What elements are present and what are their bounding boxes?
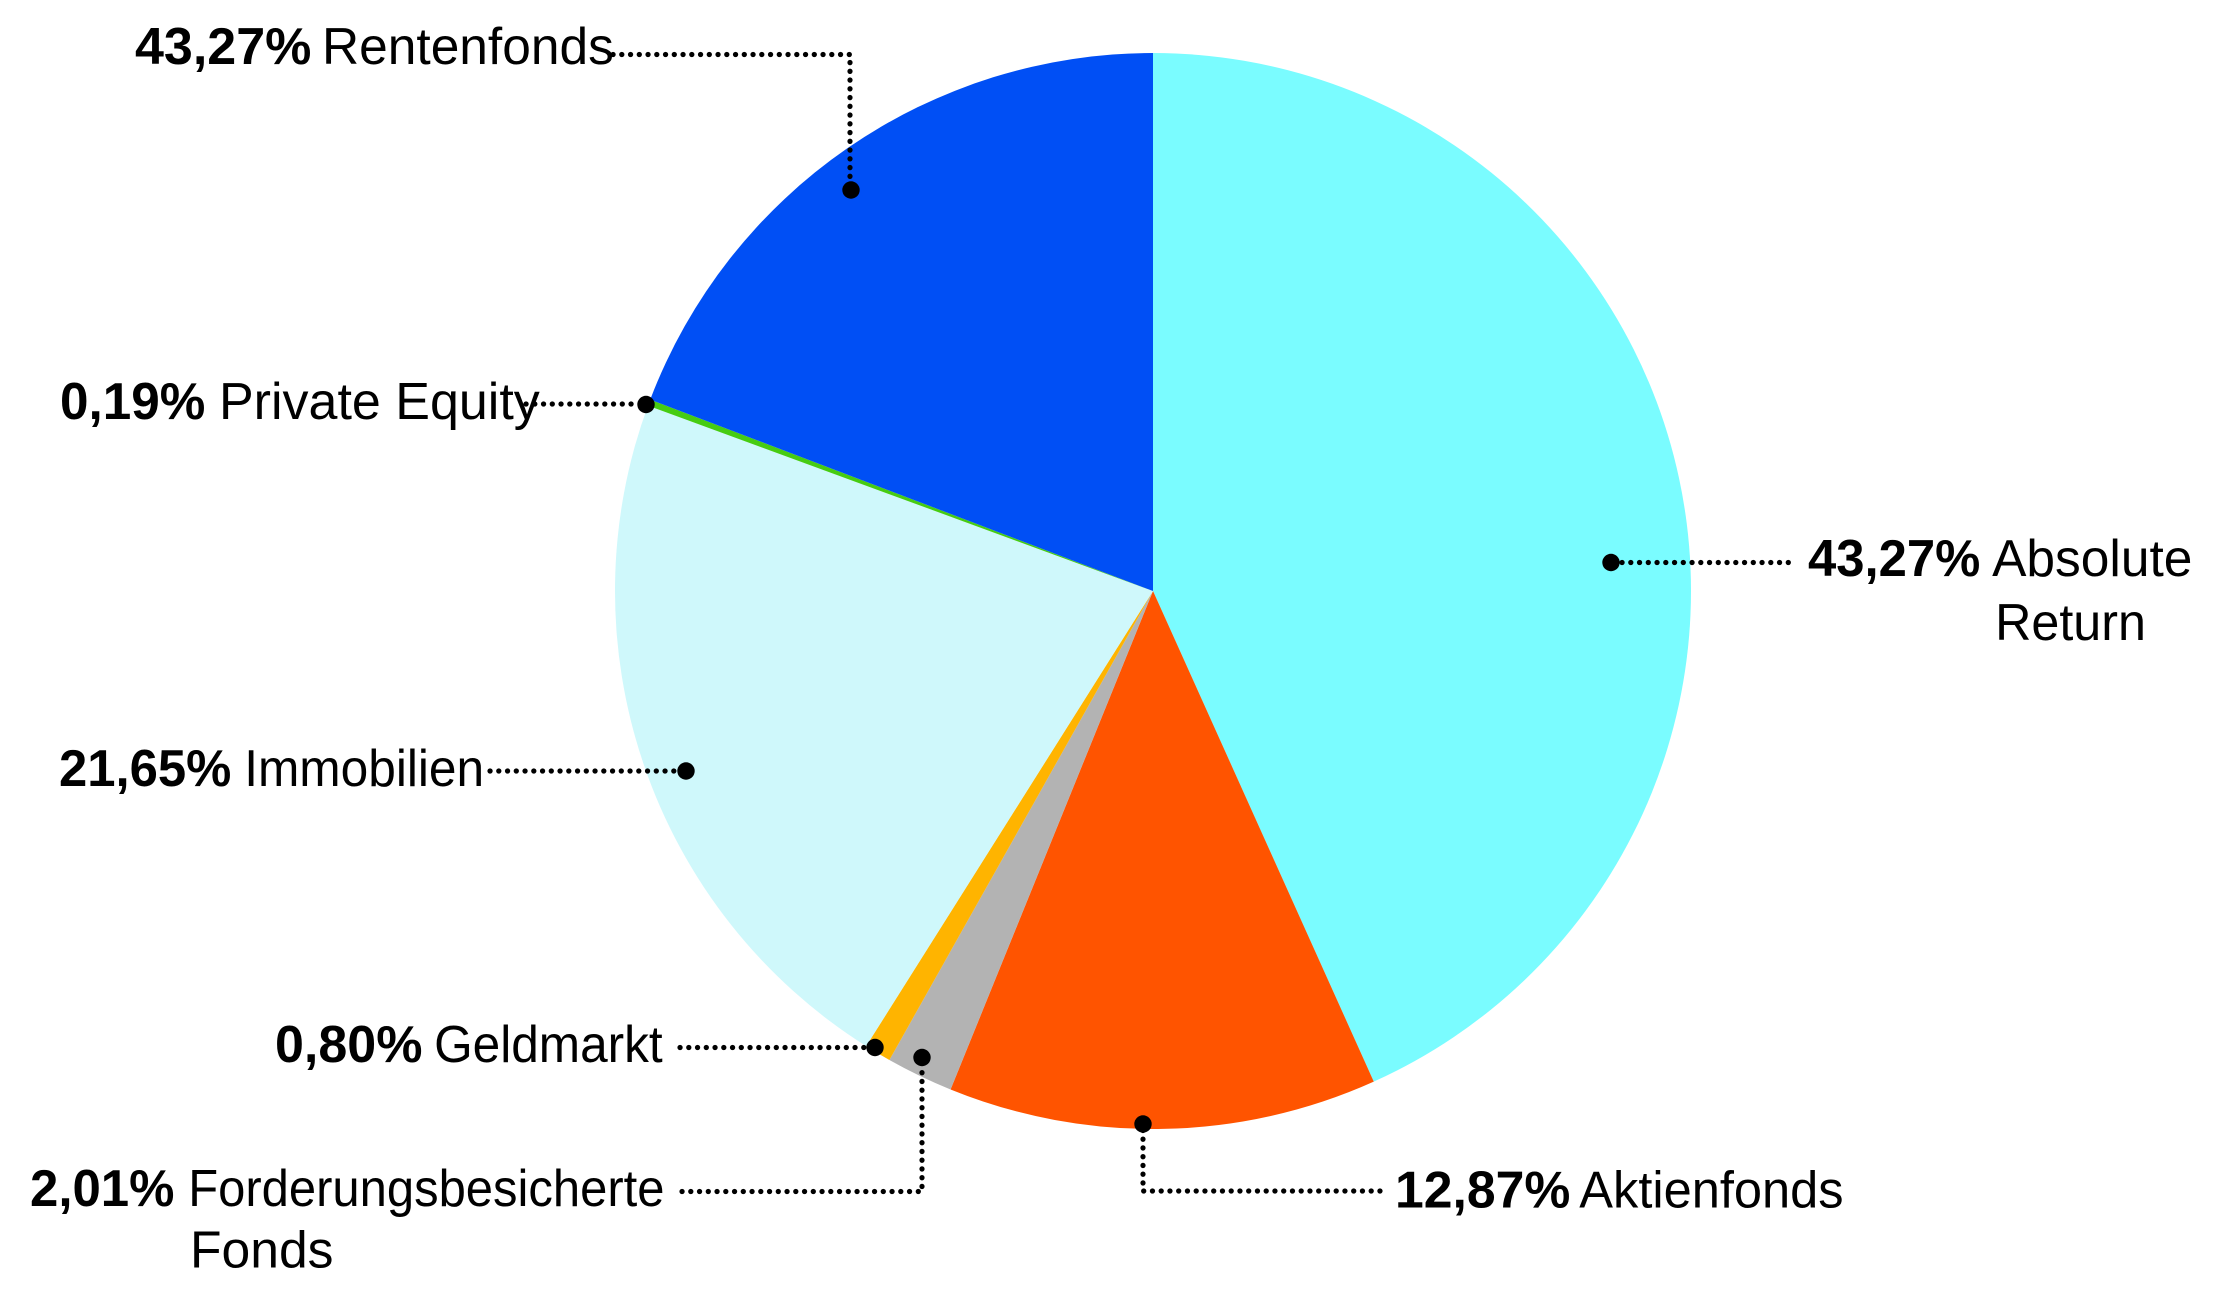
svg-text:Return: Return (1995, 594, 2146, 652)
svg-text:Rentenfonds: Rentenfonds (322, 18, 614, 76)
svg-text:Immobilien: Immobilien (244, 740, 484, 798)
svg-text:Fonds: Fonds (190, 1222, 334, 1280)
svg-text:Forderungsbesicherte: Forderungsbesicherte (188, 1160, 664, 1218)
svg-text:Private Equity: Private Equity (219, 373, 540, 431)
svg-text:2,01%: 2,01% (30, 1160, 174, 1218)
svg-text:0,80%: 0,80% (275, 1016, 422, 1074)
svg-text:Geldmarkt: Geldmarkt (434, 1016, 663, 1074)
svg-text:Absolute: Absolute (1992, 530, 2192, 588)
svg-text:Aktienfonds: Aktienfonds (1579, 1162, 1843, 1220)
svg-text:43,27%: 43,27% (135, 18, 311, 76)
svg-text:43,27%: 43,27% (1808, 530, 1980, 588)
svg-text:21,65%: 21,65% (59, 740, 231, 798)
svg-text:0,19%: 0,19% (60, 373, 205, 431)
svg-text:12,87%: 12,87% (1395, 1162, 1570, 1220)
